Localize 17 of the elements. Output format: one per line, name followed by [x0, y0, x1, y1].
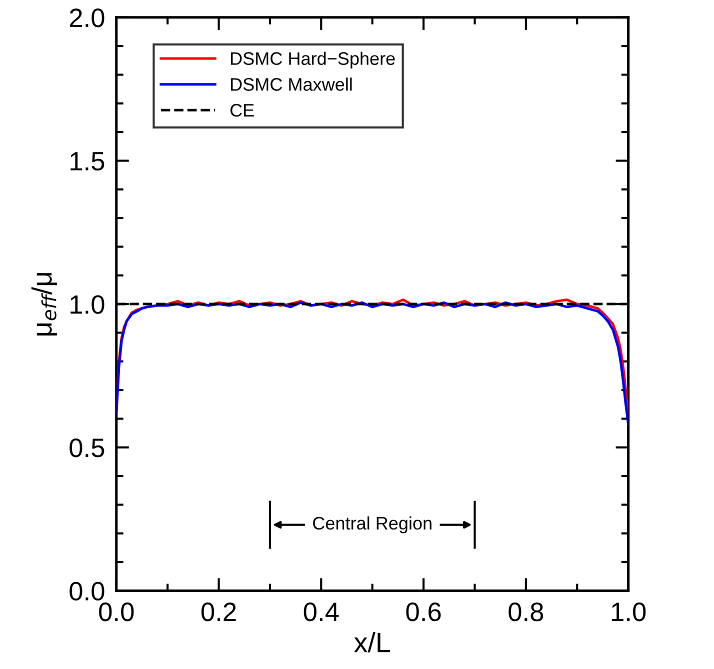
y-tick-label: 0.0 [70, 582, 104, 601]
x-tick-label: 1.0 [612, 602, 646, 622]
x-tick-label: 0.8 [508, 602, 544, 622]
y-axis-title: μ$_{eff}$/μ [31, 273, 57, 336]
x-tick-label: 0.0 [99, 602, 134, 622]
y-tick-label: 1.0 [70, 295, 104, 314]
x-tick-label: 0.4 [304, 602, 339, 622]
x-tick-label: 0.2 [201, 602, 236, 622]
legend-label: DSMC Hard−Sphere [231, 52, 395, 69]
y-tick-label: 1.5 [70, 152, 104, 171]
legend-label: DSMC Maxwell [231, 78, 352, 91]
annotation: Central Region [313, 516, 432, 534]
y-tick-label: 2.0 [70, 8, 104, 28]
legend-label: CE [230, 104, 254, 117]
x-tick-label: 0.6 [406, 602, 441, 622]
y-tick-label: 0.5 [70, 438, 104, 458]
x-axis-title: x/L [354, 632, 390, 652]
